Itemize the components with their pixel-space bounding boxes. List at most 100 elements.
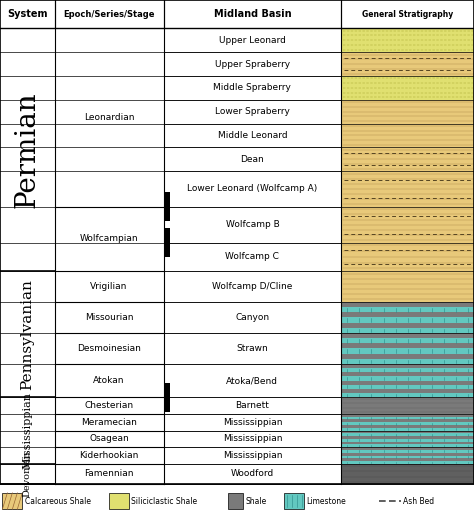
Bar xyxy=(55,397,164,414)
Text: Lower Spraberry: Lower Spraberry xyxy=(215,107,290,116)
Bar xyxy=(341,442,474,444)
Bar xyxy=(164,464,341,484)
Bar xyxy=(0,76,55,100)
Bar xyxy=(0,397,55,414)
Text: Middle Leonard: Middle Leonard xyxy=(218,131,287,140)
Bar xyxy=(55,414,164,431)
Bar xyxy=(341,28,474,52)
Bar xyxy=(0,52,55,76)
Bar xyxy=(55,302,164,333)
Bar xyxy=(341,328,474,333)
Text: Chesterian: Chesterian xyxy=(84,401,134,410)
Bar xyxy=(341,368,474,372)
Bar xyxy=(0,243,55,271)
Bar xyxy=(341,338,474,344)
Bar xyxy=(341,433,474,436)
Bar xyxy=(164,100,341,124)
Bar xyxy=(0,28,55,271)
Bar xyxy=(164,333,341,364)
Bar xyxy=(341,76,474,100)
Bar xyxy=(164,124,341,147)
Text: Desmoinesian: Desmoinesian xyxy=(77,344,141,353)
Bar xyxy=(0,397,55,464)
Text: Mississippian: Mississippian xyxy=(223,451,282,460)
Bar xyxy=(341,389,474,393)
Bar xyxy=(228,493,244,509)
Bar xyxy=(341,207,474,243)
Bar xyxy=(341,447,474,450)
Bar xyxy=(2,493,22,509)
Bar xyxy=(341,444,474,447)
Bar xyxy=(341,52,474,76)
Bar xyxy=(0,124,55,147)
Bar xyxy=(341,147,474,171)
Bar xyxy=(0,431,55,447)
Text: Mississippian: Mississippian xyxy=(223,418,282,427)
Text: Middle Spraberry: Middle Spraberry xyxy=(213,83,292,92)
Bar xyxy=(0,364,55,397)
Bar xyxy=(341,461,474,464)
Text: Midland Basin: Midland Basin xyxy=(214,9,291,19)
Bar xyxy=(0,0,474,28)
Bar xyxy=(55,414,164,431)
Bar xyxy=(341,359,474,364)
Text: Wolfcamp D/Cline: Wolfcamp D/Cline xyxy=(212,282,292,291)
Bar xyxy=(341,333,474,338)
Text: Canyon: Canyon xyxy=(236,313,269,322)
Text: Leonardian: Leonardian xyxy=(84,113,134,122)
Bar xyxy=(341,422,474,425)
Bar xyxy=(0,302,55,333)
Text: Kiderhookian: Kiderhookian xyxy=(79,451,139,460)
Text: Ash Bed: Ash Bed xyxy=(403,496,434,506)
Text: Limestone: Limestone xyxy=(307,496,346,506)
Bar xyxy=(341,453,474,456)
Bar xyxy=(341,414,474,417)
Text: Missourian: Missourian xyxy=(85,313,133,322)
Bar xyxy=(341,397,474,414)
Bar xyxy=(0,100,55,124)
Bar xyxy=(341,271,474,302)
Bar xyxy=(55,333,164,364)
Bar xyxy=(341,419,474,422)
Bar xyxy=(341,344,474,349)
Bar xyxy=(55,28,164,207)
Bar xyxy=(341,439,474,442)
Bar xyxy=(164,431,341,447)
Bar xyxy=(55,431,164,447)
Bar xyxy=(164,271,341,302)
Bar xyxy=(164,52,341,76)
Bar xyxy=(164,431,341,447)
Bar xyxy=(341,417,474,419)
Text: Epoch/Series/Stage: Epoch/Series/Stage xyxy=(63,10,155,19)
Bar xyxy=(164,147,341,171)
Text: Pennsylvanian: Pennsylvanian xyxy=(20,279,34,389)
Bar xyxy=(341,243,474,271)
Bar xyxy=(55,333,164,364)
Text: Strawn: Strawn xyxy=(237,344,268,353)
Bar xyxy=(164,193,170,221)
Bar xyxy=(55,28,164,52)
Text: Upper Leonard: Upper Leonard xyxy=(219,36,286,45)
Bar xyxy=(55,447,164,464)
Text: Meramecian: Meramecian xyxy=(81,418,137,427)
Bar xyxy=(341,436,474,439)
Bar xyxy=(164,414,341,431)
Bar xyxy=(164,364,341,397)
Bar xyxy=(164,243,341,271)
Bar xyxy=(164,397,341,414)
Bar xyxy=(0,333,55,364)
Bar xyxy=(164,302,341,333)
Bar xyxy=(164,76,341,100)
Bar xyxy=(0,171,55,207)
Bar xyxy=(341,349,474,354)
Bar xyxy=(55,447,164,464)
Bar xyxy=(164,171,341,207)
Bar xyxy=(0,414,55,431)
Bar xyxy=(341,307,474,312)
Bar xyxy=(164,207,341,243)
Bar xyxy=(341,385,474,389)
Bar xyxy=(55,76,164,100)
Text: Mississippian: Mississippian xyxy=(223,434,282,443)
Bar xyxy=(341,431,474,433)
Bar xyxy=(55,302,164,333)
